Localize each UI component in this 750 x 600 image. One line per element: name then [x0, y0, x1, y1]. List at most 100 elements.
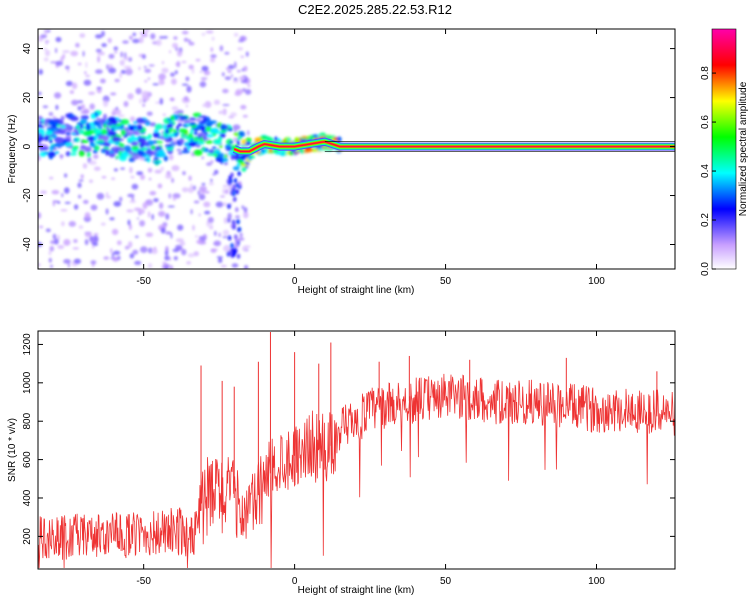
noise-blob	[139, 98, 142, 104]
ridge-blob	[81, 139, 89, 144]
noise-blob	[93, 166, 101, 171]
noise-blob	[100, 222, 106, 226]
noise-blob	[174, 70, 178, 75]
tail-blob	[232, 223, 236, 228]
noise-blob	[233, 127, 237, 134]
noise-blob	[91, 245, 95, 249]
noise-blob	[133, 207, 142, 211]
noise-blob	[217, 259, 223, 263]
ridge-blob	[236, 140, 240, 147]
ridge-blob	[66, 132, 71, 136]
noise-blob	[193, 200, 200, 204]
noise-blob	[186, 85, 192, 93]
snr-x-ticks: -50 0 50 100	[136, 331, 605, 587]
noise-blob	[61, 221, 65, 227]
noise-blob	[38, 69, 43, 75]
noise-blob	[43, 48, 47, 51]
ridge-blob	[201, 146, 206, 152]
noise-blob	[212, 173, 216, 176]
ridge-blob	[193, 131, 198, 136]
noise-blob	[50, 264, 53, 268]
noise-blob	[68, 221, 77, 227]
noise-blob	[65, 65, 70, 70]
ridge-blob	[112, 119, 118, 126]
noise-blob	[118, 114, 125, 118]
noise-blob	[222, 202, 228, 207]
ridge-blob	[197, 124, 202, 130]
y-tick-label: -40	[22, 237, 33, 252]
noise-blob	[93, 154, 99, 159]
tail-blob	[228, 250, 232, 256]
y-tick-label: 1200	[22, 333, 33, 356]
noise-blob	[146, 111, 153, 116]
noise-blob	[95, 34, 103, 39]
noise-blob	[172, 42, 178, 49]
noise-blob	[215, 201, 224, 208]
noise-blob	[135, 87, 142, 95]
noise-blob	[185, 104, 188, 108]
noise-blob	[152, 83, 159, 86]
noise-blob	[119, 196, 123, 202]
noise-blob	[247, 130, 250, 136]
ridge-blob	[52, 118, 61, 122]
noise-blob	[201, 156, 204, 160]
noise-blob	[187, 253, 195, 258]
ridge-blob	[313, 148, 317, 152]
noise-blob	[127, 219, 131, 226]
noise-blob	[109, 217, 115, 221]
noise-blob	[158, 73, 166, 81]
ridge-blob	[128, 157, 134, 162]
noise-blob	[79, 33, 86, 38]
ridge-blob	[93, 120, 99, 126]
noise-blob	[162, 113, 166, 117]
ridge-blob	[219, 132, 226, 138]
ridge-blob	[247, 156, 253, 161]
ridge-blob	[47, 152, 55, 156]
noise-blob	[48, 112, 54, 116]
noise-blob	[237, 47, 244, 51]
y-tick-label: -20	[22, 188, 33, 203]
snr-frame	[37, 330, 676, 570]
ridge-blob	[317, 148, 324, 151]
colorbar-tick-label: 0.8	[700, 66, 711, 80]
noise-blob	[202, 103, 208, 107]
ridge-blob	[190, 128, 194, 135]
noise-blob	[181, 61, 187, 63]
y-tick-label: 1000	[22, 371, 33, 394]
noise-blob	[82, 50, 85, 57]
ridge-blob	[60, 115, 65, 121]
ridge-blob	[45, 130, 53, 136]
noise-blob	[111, 177, 116, 180]
noise-blob	[129, 200, 136, 204]
ridge-blob	[154, 161, 160, 165]
ridge-blob	[149, 122, 157, 127]
noise-blob	[49, 245, 55, 252]
ridge-blob	[205, 140, 213, 144]
ridge-blob	[65, 142, 73, 147]
ridge-blob	[177, 123, 183, 127]
noise-blob	[78, 225, 84, 229]
noise-blob	[247, 84, 251, 88]
noise-blob	[213, 240, 222, 247]
ridge-blob	[165, 124, 173, 129]
noise-blob	[198, 213, 201, 217]
y-tick-label: 800	[22, 412, 33, 429]
ridge-blob	[237, 159, 243, 163]
noise-blob	[65, 80, 73, 87]
noise-blob	[127, 209, 132, 213]
x-tick-label: -50	[136, 576, 151, 587]
ridge-blob	[230, 153, 235, 161]
noise-blob	[69, 90, 74, 94]
noise-blob	[191, 67, 195, 74]
noise-blob	[165, 213, 170, 220]
noise-blob	[186, 261, 192, 265]
snr-series-line	[38, 373, 675, 569]
ridge-blob	[59, 131, 67, 135]
noise-blob	[175, 238, 184, 243]
ridge-blob	[89, 126, 98, 130]
noise-blob	[190, 208, 193, 215]
ridge-blob	[142, 142, 150, 146]
noise-blob	[84, 239, 89, 246]
ridge-blob	[184, 141, 188, 147]
ridge-blob	[227, 128, 233, 132]
